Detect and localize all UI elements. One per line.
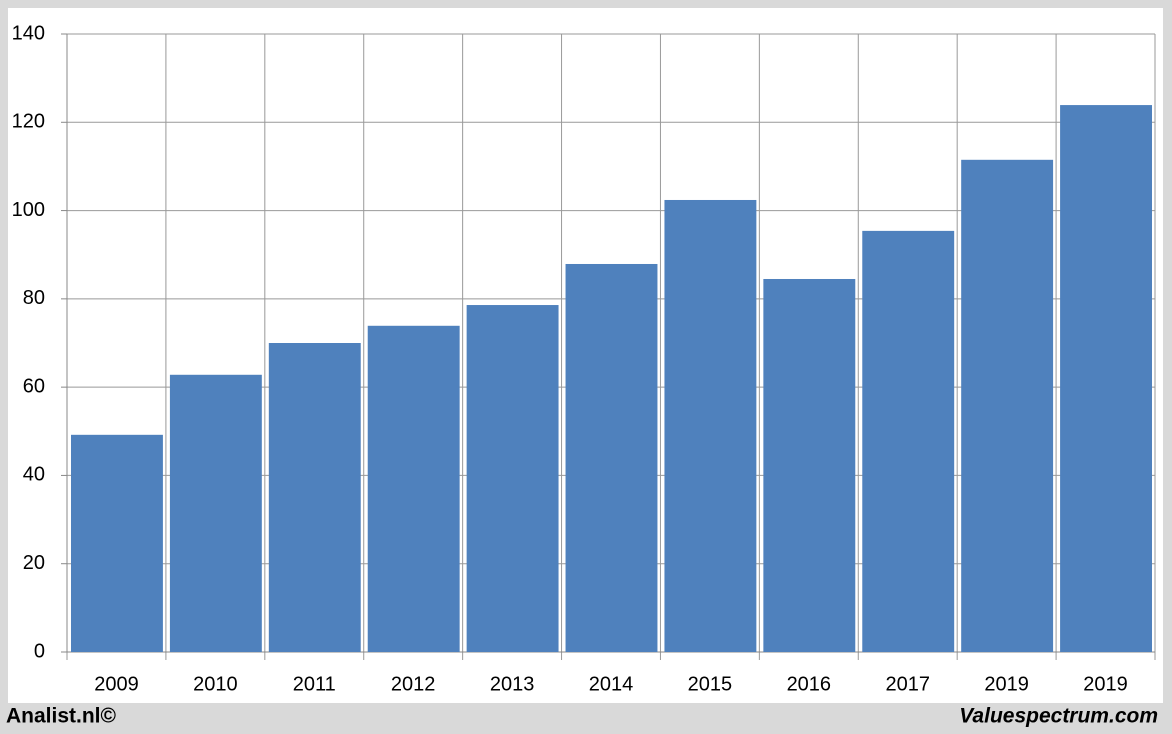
x-tick-label: 2019: [984, 673, 1029, 695]
bar: [169, 374, 262, 652]
bar: [763, 278, 856, 652]
x-tick-label: 2013: [490, 673, 535, 695]
x-tick-label: 2011: [293, 673, 336, 695]
x-tick-label: 2017: [885, 673, 930, 695]
bar: [664, 199, 757, 652]
x-tick-label: 2009: [94, 673, 139, 695]
bar: [1060, 105, 1152, 652]
x-tick-label: 2016: [787, 673, 832, 695]
y-tick-label: 60: [23, 375, 45, 397]
x-tick-label: 2010: [193, 673, 238, 695]
bar: [268, 343, 361, 652]
bar: [961, 159, 1054, 653]
x-tick-label: 2019: [1083, 673, 1128, 695]
x-tick-label: 2015: [688, 673, 733, 695]
bar: [466, 305, 559, 652]
bar: [367, 325, 460, 652]
bar: [862, 230, 955, 652]
footer-left: Analist.nl©: [6, 705, 117, 728]
footer-right: Valuespectrum.com: [959, 705, 1158, 728]
y-tick-label: 120: [12, 111, 45, 133]
y-tick-label: 100: [12, 199, 45, 221]
x-tick-label: 2014: [589, 673, 634, 695]
bar: [565, 263, 658, 652]
y-tick-label: 20: [23, 552, 45, 574]
x-tick-label: 2012: [391, 673, 436, 695]
y-tick-label: 40: [23, 464, 45, 486]
bar: [71, 434, 163, 652]
y-tick-label: 140: [12, 22, 45, 44]
y-tick-label: 0: [34, 640, 45, 662]
y-tick-label: 80: [23, 287, 45, 309]
